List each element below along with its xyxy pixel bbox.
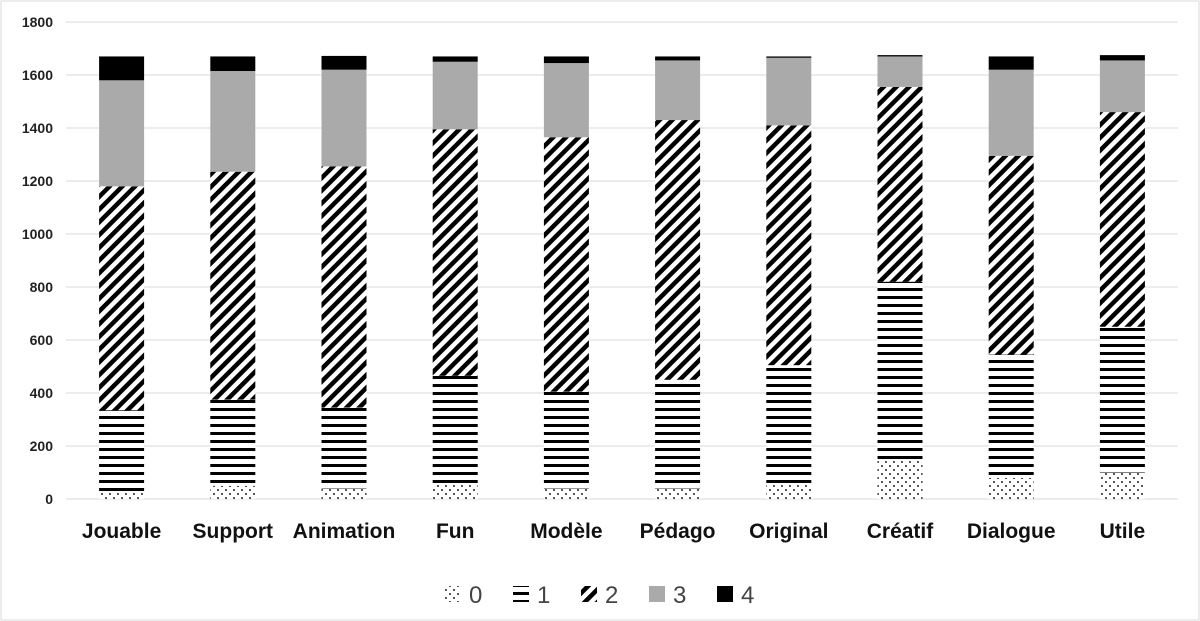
- x-category-label: Modèle: [530, 520, 602, 543]
- legend-label: 2: [605, 582, 618, 609]
- bar-segment: [988, 477, 1034, 499]
- bar-segment: [321, 69, 367, 167]
- bar-segment: [432, 61, 478, 130]
- y-tick-label: 600: [30, 332, 54, 348]
- x-category-label: Fun: [436, 520, 474, 543]
- x-category-label: Dialogue: [967, 520, 1056, 543]
- bar-segment: [321, 55, 367, 70]
- y-tick-label: 200: [30, 438, 54, 454]
- bar-segment: [210, 485, 256, 499]
- bar-segment: [988, 69, 1034, 156]
- bar-segment: [877, 55, 923, 57]
- bar-segment: [655, 56, 701, 61]
- y-tick-label: 1000: [22, 226, 53, 242]
- x-category-label: Animation: [293, 520, 396, 543]
- bar-segment: [1099, 472, 1145, 499]
- bar-segment: [655, 379, 701, 489]
- x-category-label: Jouable: [82, 520, 161, 543]
- bar-segment: [877, 281, 923, 461]
- y-axis: 0 200 400 600 800 1000 1200 1400 1600 1800: [22, 14, 53, 507]
- y-tick-label: 400: [30, 385, 54, 401]
- x-category-label: Original: [749, 520, 828, 543]
- y-tick-label: 1200: [22, 173, 53, 189]
- x-axis: Jouable Support Animation Fun Modèle Pédago Or…: [82, 520, 1145, 543]
- bar-segment: [99, 410, 145, 493]
- bars: [99, 55, 1145, 499]
- bar-segment: [988, 56, 1034, 70]
- bar-segment: [321, 488, 367, 499]
- legend-label: 4: [741, 582, 754, 609]
- bar-segment: [766, 125, 812, 366]
- bar-segment: [543, 137, 589, 392]
- y-tick-label: 0: [45, 491, 53, 507]
- y-tick-label: 1800: [22, 14, 53, 30]
- legend-label: 0: [469, 582, 482, 609]
- bar-segment: [432, 129, 478, 376]
- bar-segment: [210, 171, 256, 400]
- bar-segment: [99, 186, 145, 411]
- x-category-label: Support: [193, 520, 273, 543]
- bar-segment: [432, 375, 478, 484]
- bar-segment: [766, 57, 812, 126]
- bar-segment: [543, 63, 589, 138]
- x-category-label: Créatif: [867, 520, 935, 543]
- y-tick-label: 1400: [22, 120, 53, 136]
- legend-label: 3: [673, 582, 686, 609]
- bar-segment: [1099, 55, 1145, 61]
- bar-segment: [543, 391, 589, 489]
- bar-segment: [99, 80, 145, 187]
- bar-segment: [321, 166, 367, 408]
- legend-swatch: [649, 586, 665, 602]
- bar-segment: [210, 71, 256, 172]
- bar-segment: [543, 488, 589, 499]
- bar-segment: [877, 460, 923, 499]
- bar-segment: [210, 56, 256, 72]
- bar-segment: [210, 399, 256, 486]
- x-category-label: Pédago: [640, 520, 716, 543]
- legend-swatch: [581, 586, 597, 602]
- bar-segment: [655, 60, 701, 121]
- bar-segment: [988, 155, 1034, 355]
- y-tick-label: 800: [30, 279, 54, 295]
- bar-segment: [877, 86, 923, 282]
- bar-segment: [99, 492, 145, 499]
- legend: 0 1 2 3 4: [445, 582, 754, 609]
- bar-segment: [766, 56, 812, 58]
- bar-segment: [655, 488, 701, 499]
- bar-segment: [1099, 326, 1145, 473]
- legend-swatch: [513, 586, 529, 602]
- bar-segment: [766, 365, 812, 485]
- legend-swatch: [445, 586, 461, 602]
- bar-segment: [877, 56, 923, 87]
- bar-segment: [99, 56, 145, 81]
- legend-label: 1: [537, 582, 550, 609]
- y-tick-label: 1600: [22, 67, 53, 83]
- bar-segment: [766, 484, 812, 499]
- bar-segment: [1099, 112, 1145, 327]
- bar-segment: [988, 354, 1034, 478]
- bar-segment: [1099, 60, 1145, 113]
- legend-swatch: [717, 586, 733, 602]
- bar-segment: [432, 56, 478, 62]
- bar-segment: [432, 483, 478, 499]
- bar-segment: [543, 56, 589, 64]
- bar-segment: [321, 407, 367, 489]
- x-category-label: Utile: [1100, 520, 1146, 543]
- bar-segment: [655, 120, 701, 380]
